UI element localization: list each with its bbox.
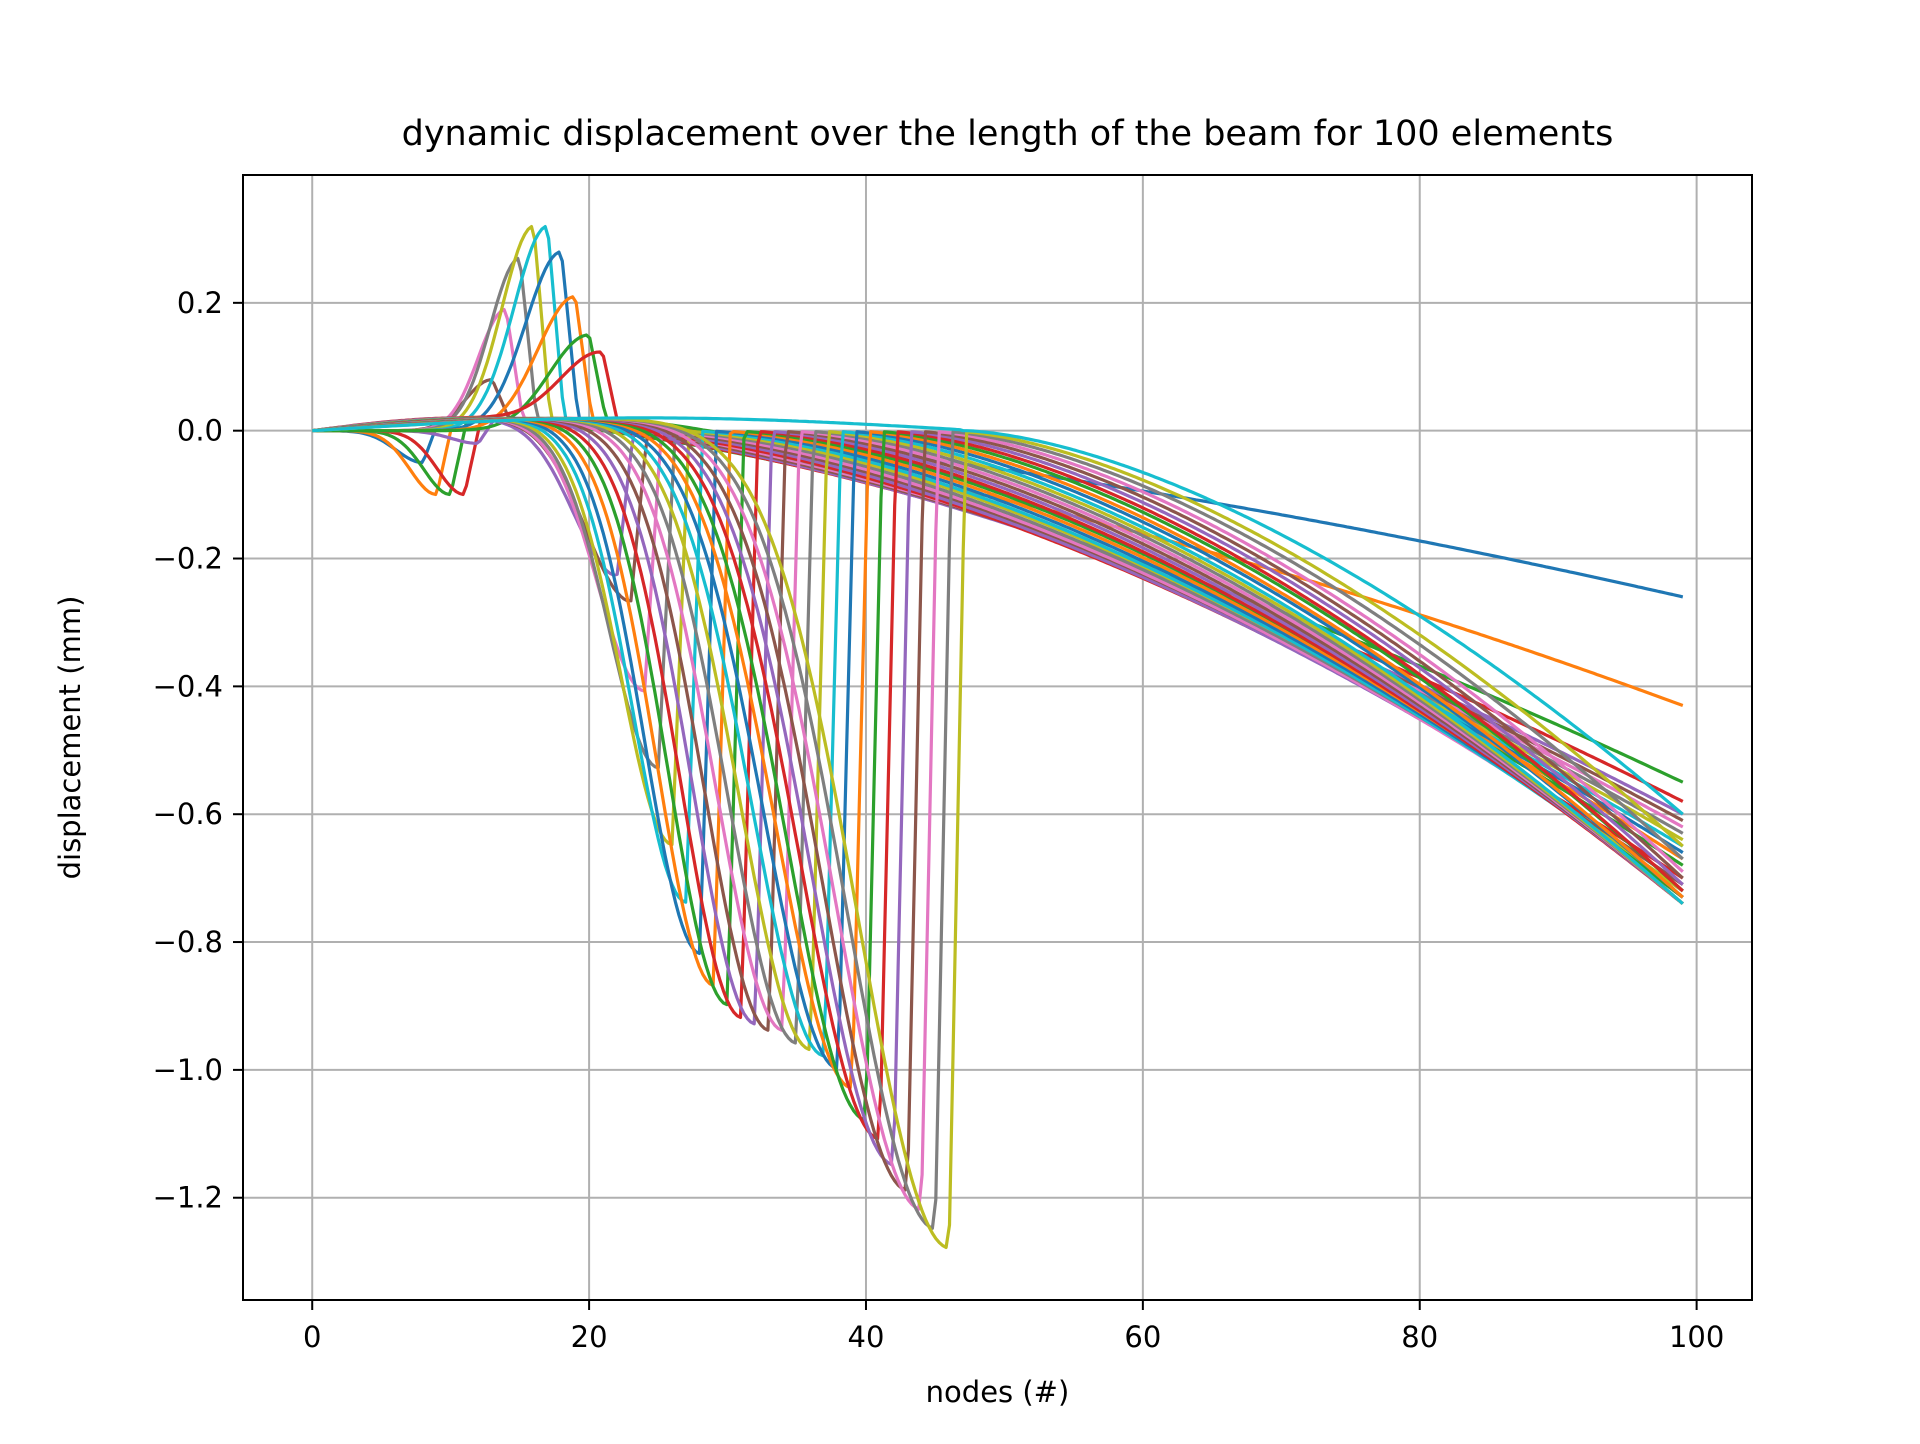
axes-frame <box>242 174 1753 1301</box>
y-tick-label: −0.8 <box>153 925 223 959</box>
series-line <box>312 416 1684 1167</box>
series-line <box>312 416 1684 1122</box>
series-line <box>312 416 1684 1230</box>
series-line <box>312 333 1684 867</box>
y-tick-label: −1.0 <box>153 1053 223 1087</box>
y-tick-label: 0.2 <box>177 286 223 320</box>
series-group <box>311 225 1684 1250</box>
y-tick-label: −0.2 <box>153 542 223 576</box>
grid-lines <box>243 175 1752 1300</box>
series-line <box>312 416 1684 956</box>
x-tick-label: 60 <box>1124 1320 1161 1354</box>
x-tick-label: 100 <box>1669 1320 1724 1354</box>
y-axis-label: displacement (mm) <box>53 596 87 880</box>
series-line <box>312 416 1684 1141</box>
y-tick-label: 0.0 <box>177 414 223 448</box>
x-tick-label: 0 <box>303 1320 321 1354</box>
x-tick-label: 80 <box>1401 1320 1438 1354</box>
series-line <box>312 416 1684 1250</box>
series-line <box>312 416 1684 1192</box>
x-tick-label: 40 <box>848 1320 885 1354</box>
x-axis-ticks: 0 20 40 60 80 100 <box>303 1300 1724 1354</box>
y-tick-label: −0.6 <box>153 797 223 831</box>
y-axis-ticks: 0.2 0.0 −0.2 −0.4 −0.6 −0.8 −1.0 −1.2 <box>153 286 243 1215</box>
series-line <box>312 416 1684 904</box>
series-line <box>312 416 1684 816</box>
y-tick-label: −0.4 <box>153 669 223 703</box>
x-tick-label: 20 <box>571 1320 608 1354</box>
chart-title: dynamic displacement over the length of … <box>402 114 1614 154</box>
y-tick-label: −1.2 <box>153 1181 223 1215</box>
x-axis-label: nodes (#) <box>926 1375 1070 1409</box>
